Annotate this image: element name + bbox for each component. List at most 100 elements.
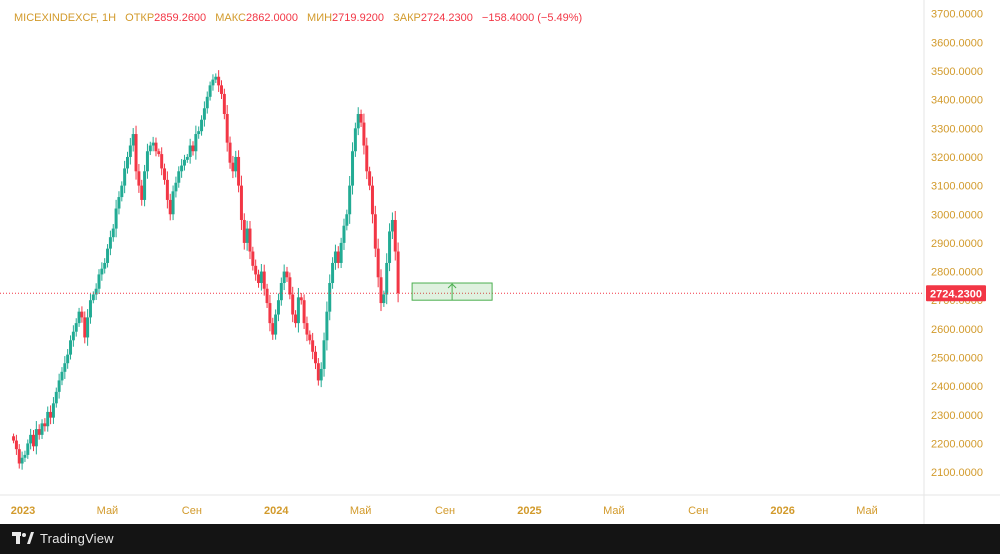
candle-body	[268, 303, 272, 324]
candle	[160, 147, 164, 176]
candle-body	[49, 411, 53, 418]
candle	[291, 286, 295, 323]
candle	[163, 163, 167, 185]
tradingview-brand[interactable]: TradingView	[12, 531, 114, 546]
candle	[120, 181, 124, 202]
candle-body	[60, 371, 64, 381]
candle	[379, 269, 383, 312]
candle	[128, 137, 132, 165]
candle-body	[288, 277, 292, 295]
candle-body	[20, 457, 24, 464]
candle	[140, 179, 144, 206]
candle	[69, 335, 73, 360]
candle	[268, 294, 272, 332]
candle	[71, 325, 75, 347]
candle	[225, 105, 229, 152]
candle-body	[274, 314, 278, 335]
candle	[365, 137, 369, 180]
candle-body	[208, 85, 212, 97]
candle-body	[291, 294, 295, 315]
candle-body	[379, 277, 383, 304]
candle-body	[26, 443, 30, 455]
y-tick-label: 3400.0000	[931, 95, 983, 107]
y-tick-label: 3100.0000	[931, 181, 983, 193]
candle-body	[29, 434, 33, 444]
candle	[37, 424, 41, 440]
candle-body	[31, 434, 35, 447]
projection-drawing	[411, 282, 493, 301]
candle-body	[106, 248, 110, 263]
candle-body	[111, 228, 115, 238]
y-tick-label: 3300.0000	[931, 123, 983, 135]
candle-body	[171, 191, 175, 215]
plot-area[interactable]: 2100.0000 2200.0000 2300.0000 2400.0000 2500…	[0, 0, 1000, 524]
candle	[217, 70, 221, 92]
footer-bar: TradingView	[0, 524, 1000, 554]
x-tick-label: Май	[97, 505, 119, 517]
candle	[180, 159, 184, 178]
candle-body	[14, 440, 18, 450]
candle	[200, 115, 204, 136]
candle-body	[219, 85, 223, 94]
candle	[353, 122, 357, 157]
candle-body	[294, 314, 298, 324]
candle-body	[86, 317, 90, 338]
candle-body	[71, 331, 75, 341]
y-tick-label: 3000.0000	[931, 209, 983, 221]
candle	[388, 223, 392, 272]
candle-body	[370, 185, 374, 215]
candle-body	[40, 423, 44, 435]
candle	[40, 419, 44, 439]
candle	[362, 113, 366, 155]
candle	[157, 148, 161, 157]
candle	[279, 277, 283, 306]
candle-body	[222, 93, 226, 114]
candle-body	[128, 145, 132, 157]
candle	[111, 224, 115, 242]
candle	[351, 142, 355, 195]
low-value: 2719.9200	[332, 12, 385, 24]
candle-body	[259, 271, 263, 284]
candle	[14, 434, 18, 455]
candle	[26, 439, 30, 459]
x-tick-label: Май	[350, 505, 372, 517]
y-tick-label: 2600.0000	[931, 324, 983, 336]
candlestick-chart[interactable]: 2100.0000 2200.0000 2300.0000 2400.0000 2500…	[0, 0, 1000, 524]
candle	[46, 406, 50, 432]
candle-body	[134, 134, 138, 172]
candle	[373, 205, 377, 258]
candle-body	[225, 113, 229, 143]
candle	[54, 387, 58, 408]
candle-body	[356, 113, 360, 129]
candle	[74, 318, 78, 337]
candle	[385, 253, 389, 305]
candle-body	[265, 288, 269, 304]
candle-body	[242, 219, 246, 243]
candle	[86, 309, 90, 346]
candle-body	[365, 145, 369, 172]
candle	[313, 345, 317, 370]
candle	[134, 125, 138, 180]
candle-body	[296, 297, 300, 324]
candle-body	[228, 142, 232, 163]
x-tick-label: Сен	[688, 505, 708, 517]
candle	[342, 218, 346, 250]
candle	[177, 166, 181, 188]
candle	[154, 137, 158, 157]
x-tick-label: 2026	[770, 505, 794, 517]
candle	[83, 311, 87, 344]
y-tick-label: 3200.0000	[931, 152, 983, 164]
candle	[370, 176, 374, 224]
legend-header: MICEXINDEXCF, 1H ОТКР2859.2600 МАКС2862.…	[14, 12, 582, 24]
candle	[49, 405, 53, 425]
candle-body	[262, 271, 266, 289]
x-tick-label: Сен	[182, 505, 202, 517]
candle	[242, 213, 246, 250]
candle	[151, 136, 155, 152]
candle	[63, 356, 67, 379]
candle-body	[333, 251, 337, 263]
y-tick-label: 2900.0000	[931, 238, 983, 250]
candle	[382, 290, 386, 307]
candle	[188, 138, 192, 164]
candle	[308, 330, 312, 345]
